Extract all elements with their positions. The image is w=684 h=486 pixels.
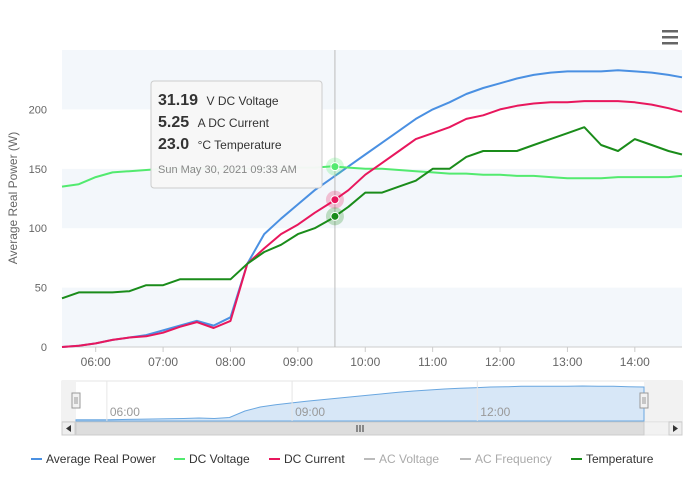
tooltip-temperature: 23.0 °C Temperature	[158, 136, 282, 153]
tooltip-voltage-value: 31.19	[158, 92, 198, 109]
x-tick-label: 09:00	[283, 355, 313, 369]
tooltip-voltage-unit: V DC Voltage	[207, 94, 279, 108]
series-line-average-real-power	[61, 69, 683, 348]
legend-item-dc-voltage[interactable]: DC Voltage	[174, 452, 250, 466]
plot-band	[62, 228, 682, 288]
hover-point	[330, 211, 340, 221]
tooltip-temperature-value: 23.0	[158, 136, 189, 153]
y-tick-label: 150	[29, 164, 47, 176]
legend-label: Average Real Power	[46, 452, 156, 466]
navigator[interactable]: 06:00 09:00 12:00	[61, 380, 683, 422]
y-tick-label: 50	[35, 283, 47, 295]
scrollbar[interactable]	[61, 421, 683, 436]
tooltip-temperature-unit: °C Temperature	[198, 138, 282, 152]
x-axis: 06:00 07:00 08:00 09:00 10:00 11:00 12:00 13:00…	[81, 347, 650, 369]
tooltip-date: Sun May 30, 2021 09:33 AM	[158, 164, 297, 176]
navigator-tick-label: 12:00	[480, 405, 510, 419]
tooltip-current: 5.25 A DC Current	[158, 114, 270, 131]
navigator-mask-right	[644, 381, 682, 421]
x-tick-label: 13:00	[552, 355, 582, 369]
legend-label: DC Voltage	[189, 452, 250, 466]
x-tick-label: 11:00	[418, 355, 447, 369]
legend-label: Temperature	[586, 452, 654, 466]
hover-markers	[325, 157, 344, 226]
navigator-mask-left	[62, 381, 76, 421]
navigator-handle-left[interactable]	[71, 392, 81, 409]
x-tick-label: 08:00	[215, 355, 245, 369]
legend-label: DC Current	[284, 452, 345, 466]
legend-item-average-real-power[interactable]: Average Real Power	[31, 452, 156, 466]
legend-item-ac-frequency[interactable]: AC Frequency	[460, 452, 552, 466]
arrow-left-icon[interactable]	[61, 421, 76, 436]
navigator-tick-label: 06:00	[110, 405, 140, 419]
legend-item-dc-current[interactable]: DC Current	[269, 452, 345, 466]
y-axis-title: Average Real Power (W)	[6, 132, 20, 265]
plot-band	[62, 287, 682, 347]
grip-icon	[356, 425, 364, 432]
y-axis: 0 50 100 150 200	[29, 104, 47, 354]
series-line-temperature	[61, 126, 683, 300]
tooltip-current-unit: A DC Current	[198, 116, 270, 130]
legend-label: AC Voltage	[379, 452, 439, 466]
y-tick-label: 200	[29, 104, 47, 116]
navigator-handle-right[interactable]	[639, 392, 649, 409]
y-tick-label: 0	[41, 342, 47, 354]
x-tick-label: 06:00	[81, 355, 111, 369]
x-tick-label: 07:00	[148, 355, 178, 369]
arrow-right-icon[interactable]	[668, 421, 683, 436]
x-tick-label: 10:00	[350, 355, 380, 369]
legend: Average Real Power DC Voltage DC Current AC…	[31, 452, 654, 466]
tooltip-voltage: 31.19 V DC Voltage	[158, 92, 279, 109]
navigator-x-axis: 06:00 09:00 12:00	[106, 381, 511, 421]
hover-point	[330, 195, 340, 205]
legend-item-ac-voltage[interactable]: AC Voltage	[364, 452, 439, 466]
x-tick-label: 14:00	[620, 355, 650, 369]
tooltip-current-value: 5.25	[158, 114, 189, 131]
navigator-series-area	[75, 385, 645, 422]
tooltip-box	[150, 80, 323, 189]
tooltip: 31.19 V DC Voltage 5.25 A DC Current 23.…	[150, 80, 323, 189]
x-tick-label: 12:00	[485, 355, 515, 369]
hover-point	[330, 162, 340, 172]
legend-label: AC Frequency	[475, 452, 552, 466]
y-tick-label: 100	[29, 223, 47, 235]
legend-item-temperature[interactable]: Temperature	[571, 452, 654, 466]
series-line-dc-current	[61, 100, 683, 348]
hamburger-menu-icon[interactable]	[656, 26, 682, 48]
navigator-tick-label: 09:00	[295, 405, 325, 419]
